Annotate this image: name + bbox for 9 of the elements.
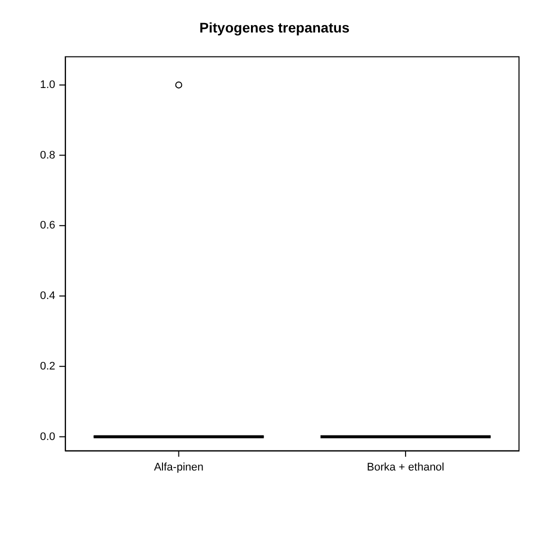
x-tick-label: Alfa-pinen [154,461,204,474]
y-tick-label: 0.8 [40,149,56,162]
x-tick-label: Borka + ethanol [366,461,444,474]
y-tick-label: 0.2 [40,360,56,372]
y-tick-label: 0.6 [40,220,56,232]
y-tick-label: 1.0 [40,78,56,91]
y-tick-label: 0.4 [40,290,56,302]
y-tick-label: 0.0 [40,430,56,443]
chart-title: Pityogenes trepanatus [199,19,350,36]
